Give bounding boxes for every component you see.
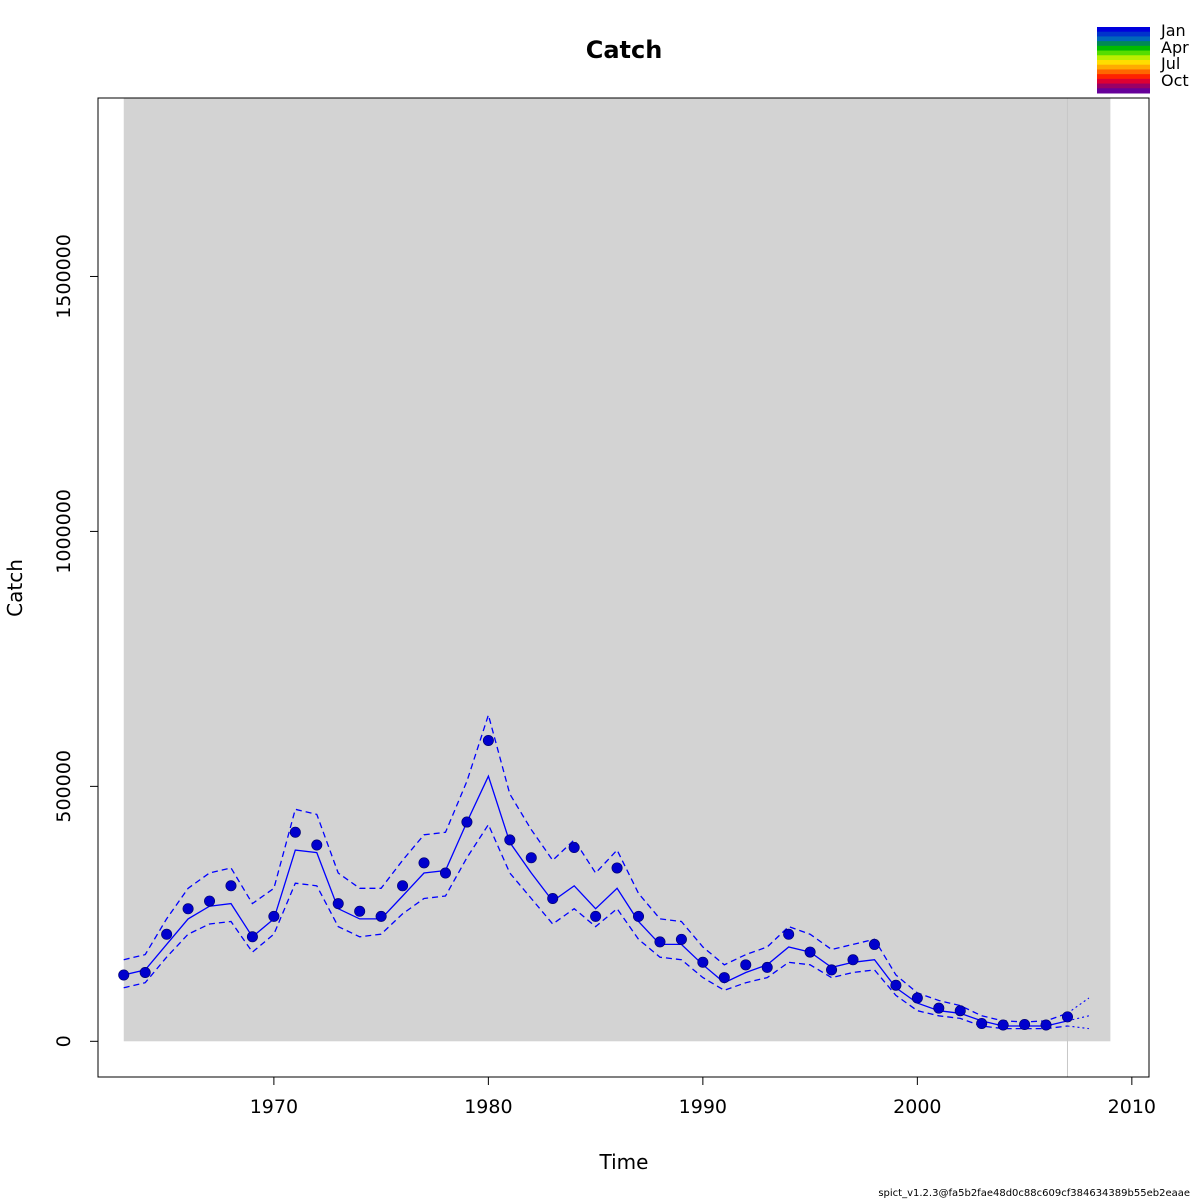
y-axis-title: Catch (3, 559, 27, 617)
x-tick-label: 1990 (679, 1096, 727, 1118)
legend-color-swatch (1097, 83, 1150, 89)
legend-color-swatch (1097, 78, 1150, 85)
upper-ci-line (123, 712, 1068, 1023)
y-tick-label: 500000 (53, 750, 75, 823)
observed-point (525, 852, 537, 864)
observed-point (418, 857, 430, 869)
lower-ci-line-forecast (1067, 1025, 1089, 1030)
observed-point (611, 862, 623, 874)
y-tick-label: 1500000 (53, 234, 75, 319)
observed-point (697, 956, 709, 968)
legend-color-swatch (1097, 55, 1150, 61)
observed-point (354, 905, 366, 917)
observed-point (675, 933, 687, 945)
legend-color-swatch (1097, 31, 1150, 37)
data-range-shade (123, 98, 1111, 1042)
observed-point (482, 734, 494, 746)
estimate-line (123, 774, 1068, 1027)
observed-point (911, 992, 923, 1004)
observed-point (547, 893, 559, 905)
observed-point (890, 979, 902, 991)
observed-point (761, 961, 773, 973)
observed-point (161, 928, 173, 940)
x-tick-label: 2010 (1108, 1096, 1156, 1118)
observed-point (783, 928, 795, 940)
observed-point (439, 867, 451, 879)
observed-point (268, 910, 280, 922)
x-tick-label: 1970 (250, 1096, 298, 1118)
observed-point (868, 938, 880, 950)
lower-ci-line (123, 823, 1068, 1030)
estimate-line-forecast (1067, 1015, 1090, 1022)
observed-point (289, 826, 301, 838)
legend-label: Apr (1161, 38, 1189, 57)
legend-color-swatch (1097, 41, 1150, 47)
observed-point (633, 910, 645, 922)
observed-point (1061, 1011, 1073, 1023)
legend-color-swatch (1097, 74, 1150, 80)
observed-point (847, 954, 859, 966)
axes: 1970 1980 1990 2000 2010 0 500000 1000000 150000… (53, 234, 1156, 1118)
observed-point (397, 880, 409, 892)
plot-area (123, 98, 1111, 1077)
legend-color-swatch (1097, 69, 1150, 75)
observed-point (954, 1005, 966, 1017)
observed-point (332, 898, 344, 910)
observed-point (1040, 1019, 1052, 1031)
observed-point (204, 895, 216, 907)
observed-point (1019, 1018, 1031, 1030)
series-group (123, 712, 1090, 1030)
legend-color-swatch (1097, 45, 1150, 52)
observed-point (804, 946, 816, 958)
observed-point (246, 931, 258, 943)
x-tick-label: 1980 (464, 1096, 512, 1118)
observed-point (654, 936, 666, 948)
observed-point (976, 1017, 988, 1029)
observed-points-group (118, 734, 1073, 1031)
legend-label: Jul (1160, 54, 1180, 73)
observed-point (718, 972, 730, 984)
legend-label: Oct (1161, 71, 1189, 90)
observed-point (590, 910, 602, 922)
legend-color-swatch (1097, 88, 1150, 94)
observed-point (118, 969, 130, 981)
legend-color-swatch (1097, 50, 1150, 56)
observed-point (461, 816, 473, 828)
observed-point (225, 880, 237, 892)
observed-point (740, 959, 752, 971)
x-axis-title: Time (599, 1150, 649, 1174)
legend-label: Jan (1160, 21, 1186, 40)
x-tick-label: 2000 (893, 1096, 941, 1118)
legend-color-swatch (1097, 27, 1150, 33)
y-tick-label: 1000000 (53, 489, 75, 574)
footer-version: spict_v1.2.3@fa5b2fae48d0c88c609cf384634… (878, 1188, 1190, 1199)
legend-color-swatch (1097, 64, 1150, 70)
upper-ci-line-forecast (1067, 997, 1090, 1014)
legend-color-swatch (1097, 36, 1150, 42)
chart-title: Catch (586, 36, 663, 64)
observed-point (139, 966, 151, 978)
legend-color-swatch (1097, 60, 1150, 66)
observed-point (933, 1002, 945, 1014)
observed-point (182, 903, 194, 915)
observed-point (826, 964, 838, 976)
observed-point (568, 842, 580, 854)
y-tick-label: 0 (53, 1035, 75, 1047)
observed-point (311, 839, 323, 851)
observed-point (375, 910, 387, 922)
observed-point (504, 834, 516, 846)
observed-point (997, 1019, 1009, 1031)
